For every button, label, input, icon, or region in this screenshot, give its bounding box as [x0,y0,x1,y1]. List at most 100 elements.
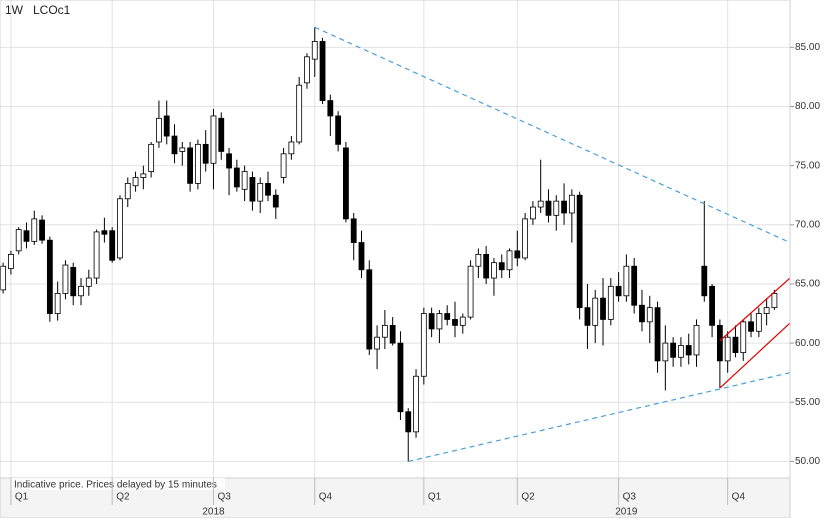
candle-body [296,84,303,143]
symbol: LCOc1 [33,3,71,17]
candle-body [101,230,108,235]
note-bg [10,478,225,490]
candle-body [163,115,170,137]
candle-body [319,41,326,101]
candle-body [623,265,630,297]
candle-body [467,265,474,318]
x-tick-label: Q3 [217,492,231,503]
candle-body [701,265,708,297]
candle-body [420,313,427,377]
y-tick-label: 75.00 [795,160,820,171]
candle-body [54,293,61,314]
candle-body [685,345,692,356]
candle-body [475,253,482,267]
candle-body [748,321,754,332]
candle-body [366,269,373,350]
trend-line [719,322,791,389]
candle-body [374,336,380,350]
candle-body [202,143,209,164]
candle-body [171,135,178,155]
candle-body [483,253,490,279]
candle-body [117,198,123,259]
candle-body [179,147,186,152]
candle-body [132,177,139,187]
candle-body [561,200,567,214]
candle-body [109,230,116,261]
candle-body [140,173,147,178]
candle-body [545,200,552,216]
candle-body [693,324,700,356]
candle-body [506,250,513,271]
candle-body [639,304,645,323]
candle-body [93,231,100,279]
candle-body [771,293,778,309]
candle-body [615,285,622,297]
candle-body [654,307,661,362]
candle-body [576,194,583,309]
candle-body [600,297,606,320]
candle-body [218,117,225,152]
candle-body [210,115,217,164]
candle-body [62,264,69,294]
trend-line [314,26,791,244]
trend-line [408,372,791,463]
candle-body [444,313,451,320]
interval: 1W [5,3,24,17]
x-tick-label: Q4 [732,492,746,503]
candle-body [522,218,529,259]
candle-body [491,262,497,279]
candle-body [678,345,684,358]
candle-body [389,324,396,344]
candle-body [85,277,92,287]
candle-body [257,182,264,202]
candle-body [46,239,53,314]
candle-body [755,313,762,332]
x-tick-label: Q3 [623,492,637,503]
candle-body [327,100,334,117]
candle-body [343,147,349,220]
candle-body [709,285,715,326]
candle-body [156,117,162,143]
candle-body [498,262,505,271]
year-label: 2018 [202,507,225,518]
candle-body [70,266,77,297]
candle-body [662,342,669,362]
candle-body [265,182,271,196]
candle-body [428,313,435,330]
trend-line [719,277,791,342]
candle-body [233,167,240,188]
candle-body [568,194,575,214]
candle-body [78,285,84,297]
candle-body [381,324,388,338]
candle-body [631,265,638,306]
candle-body [358,242,365,271]
y-tick-label: 55.00 [795,397,820,408]
candle-body [15,229,22,252]
candle-body [335,115,342,145]
candle-body [249,177,256,202]
y-tick-label: 70.00 [795,219,820,230]
candle-body [646,307,653,323]
year-label: 2019 [615,507,638,518]
candle-body [584,307,591,326]
candle-body [288,141,295,155]
candle-body [194,143,201,184]
x-tick-label: Q1 [428,492,442,503]
candle-body [763,307,770,314]
candle-body [452,319,458,326]
y-tick-label: 80.00 [795,101,820,112]
candle-body [732,336,739,353]
candle-body [124,182,131,200]
x-tick-label: Q4 [319,492,333,503]
candle-body [405,411,412,433]
candle-body [459,316,466,326]
x-tick-label: Q2 [116,492,130,503]
candle-body [592,297,599,326]
candle-body [304,56,310,84]
candle-body [553,200,560,216]
candle-body [537,200,544,208]
candle-body [23,230,30,242]
x-tick-label: Q1 [15,492,29,503]
